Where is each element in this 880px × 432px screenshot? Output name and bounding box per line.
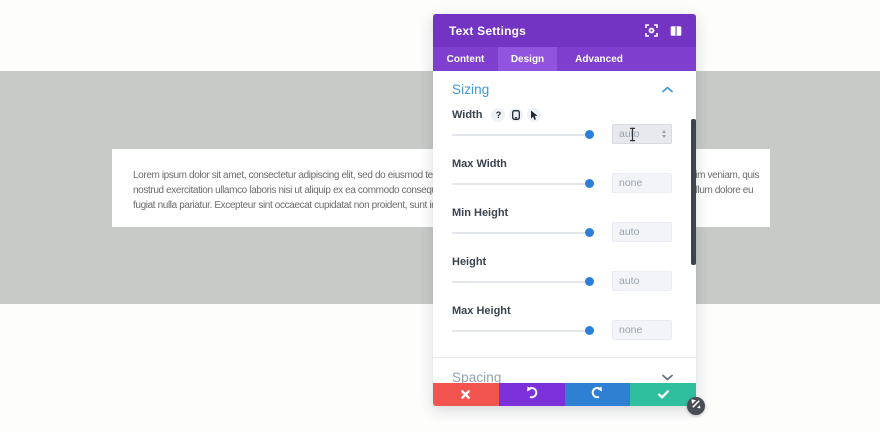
sizing-row: Height auto (452, 255, 672, 304)
value-input[interactable]: none (612, 173, 672, 193)
sizing-row: Width ? auto (452, 108, 672, 157)
modal-scrollbar[interactable] (691, 119, 696, 265)
columns-icon[interactable] (669, 24, 682, 37)
sizing-row: Min Height auto (452, 206, 672, 255)
resize-icon (690, 397, 702, 415)
spacing-section-title: Spacing (452, 369, 502, 384)
value-input[interactable]: auto (612, 222, 672, 242)
value-slider[interactable] (452, 175, 594, 193)
section-divider (433, 357, 696, 358)
chevron-down-icon[interactable] (662, 368, 673, 383)
value-slider[interactable] (452, 224, 594, 242)
slider-track (452, 134, 590, 136)
slider-track (452, 281, 590, 283)
tab-content[interactable]: Content (446, 53, 485, 65)
slider-knob[interactable] (585, 228, 594, 237)
discard-button[interactable] (433, 383, 499, 406)
value-slider[interactable] (452, 126, 594, 144)
slider-knob[interactable] (585, 130, 594, 139)
modal-resize-handle[interactable] (687, 397, 705, 415)
chevron-up-icon[interactable] (662, 80, 673, 98)
value-slider[interactable] (452, 273, 594, 291)
undo-button[interactable] (498, 383, 565, 406)
spin-down-icon[interactable] (662, 135, 666, 138)
value-input[interactable]: auto (612, 271, 672, 291)
help-icon[interactable]: ? (491, 108, 506, 122)
modal-body: Sizing Width ? auto Max Width none (433, 71, 696, 383)
responsive-icon[interactable] (509, 108, 524, 122)
tab-advanced[interactable]: Advanced (575, 53, 623, 65)
slider-knob[interactable] (585, 179, 594, 188)
value-input-text: auto (619, 275, 640, 287)
spin-up-icon[interactable] (662, 130, 666, 133)
value-input-text: auto (619, 226, 640, 238)
value-input[interactable]: none (612, 320, 672, 340)
slider-track (452, 232, 590, 234)
value-slider[interactable] (452, 322, 594, 340)
row-label: Width (452, 109, 483, 121)
modal-footer (433, 383, 696, 406)
slider-knob[interactable] (585, 326, 594, 335)
redo-icon (591, 386, 604, 404)
redo-button[interactable] (564, 383, 631, 406)
modal-header[interactable]: Text Settings (433, 14, 696, 47)
value-input[interactable]: auto (612, 124, 672, 144)
tab-design[interactable]: Design (498, 47, 557, 71)
slider-knob[interactable] (585, 277, 594, 286)
input-spinner[interactable] (660, 125, 668, 143)
value-input-text: none (619, 324, 643, 336)
modal-header-icons (645, 24, 682, 37)
hover-icon[interactable] (527, 108, 542, 122)
sizing-row: Max Width none (452, 157, 672, 206)
row-label: Min Height (452, 207, 509, 219)
check-icon (657, 386, 669, 404)
modal-title: Text Settings (449, 23, 527, 38)
row-label: Max Height (452, 305, 511, 317)
text-cursor-icon (628, 127, 637, 147)
sizing-section-title: Sizing (452, 81, 490, 97)
focus-icon[interactable] (645, 24, 658, 37)
slider-track (452, 330, 590, 332)
row-label: Height (452, 256, 487, 268)
slider-track (452, 183, 590, 185)
close-icon (461, 386, 471, 404)
save-button[interactable] (630, 383, 696, 406)
text-module-line: fugiat nulla pariatur. Excepteur sint oc… (133, 200, 648, 211)
sizing-section-toggle[interactable]: Sizing (452, 80, 673, 98)
value-input-text: auto (619, 128, 640, 140)
modal-tabs: Content Design Advanced (433, 47, 696, 71)
spacing-section-toggle[interactable]: Spacing (452, 368, 673, 383)
value-input-text: none (619, 177, 643, 189)
text-settings-modal: Text Settings Content Design Advanced Sizi… (433, 14, 696, 406)
sizing-row: Max Height none (452, 304, 672, 353)
row-label: Max Width (452, 158, 507, 170)
undo-icon (525, 386, 538, 404)
